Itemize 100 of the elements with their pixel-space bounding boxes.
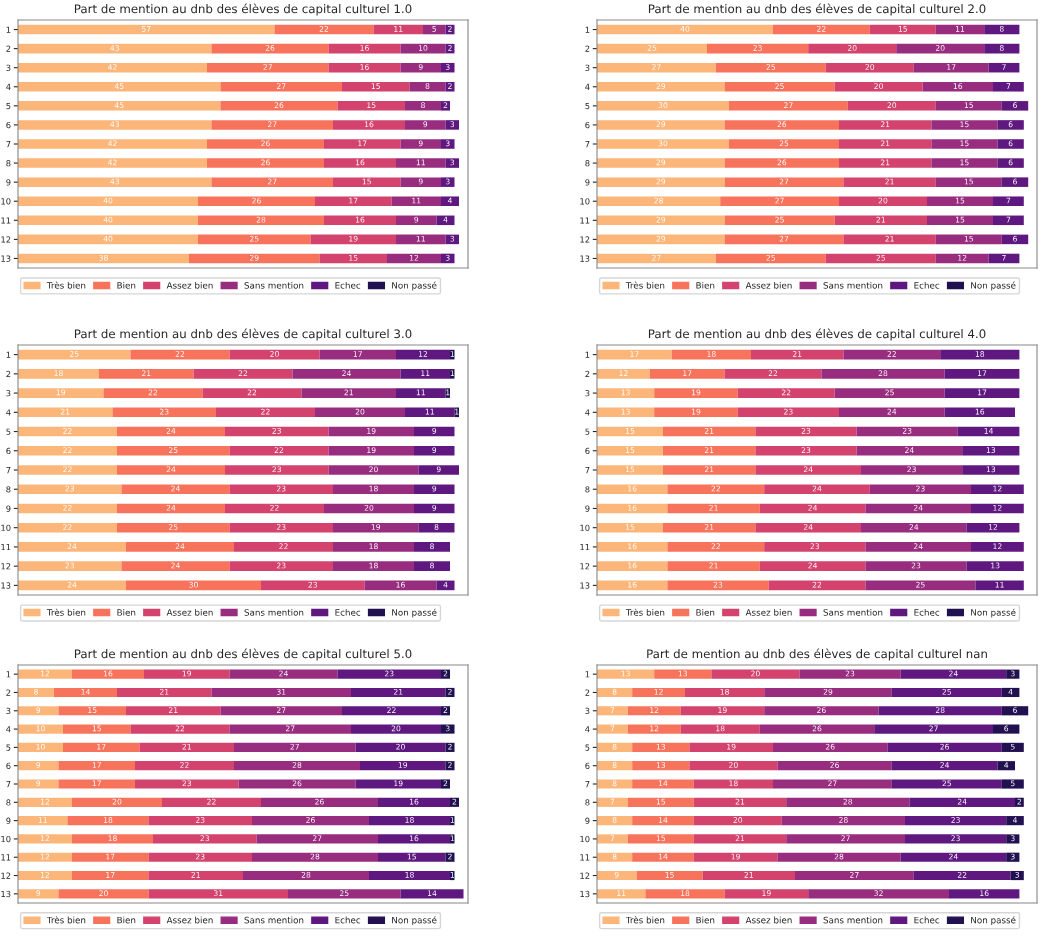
bar — [993, 724, 1020, 734]
bar — [229, 349, 320, 360]
bar — [654, 669, 712, 679]
y-tick-label: 6 — [585, 121, 590, 129]
bar — [148, 889, 288, 899]
legend-label: Non passé — [392, 608, 437, 618]
y-tick-label: 12 — [1, 872, 11, 879]
bar — [58, 761, 135, 771]
bar — [414, 561, 450, 571]
bar — [54, 687, 117, 698]
bar — [18, 797, 72, 807]
bar — [328, 43, 401, 54]
y-tick-label: 1 — [6, 26, 11, 33]
bar — [234, 742, 356, 752]
y-tick-label: 2 — [6, 689, 11, 696]
bar — [414, 426, 455, 437]
bar — [966, 522, 1020, 533]
bar — [333, 522, 419, 533]
legend-label: Sans mention — [823, 916, 883, 924]
bar — [993, 82, 1024, 92]
bar — [729, 101, 848, 111]
bar — [441, 724, 455, 734]
y-tick-label: 4 — [585, 409, 590, 416]
bar — [597, 234, 725, 245]
bar — [117, 687, 212, 698]
bar — [597, 349, 672, 360]
bar — [944, 369, 1020, 379]
bar — [597, 43, 707, 54]
bar — [117, 465, 225, 475]
bar — [18, 62, 207, 73]
bar — [724, 889, 809, 899]
bar — [935, 253, 989, 264]
y-tick-label: 6 — [6, 762, 11, 769]
bar — [405, 120, 446, 130]
y-tick-label: 1 — [585, 351, 590, 358]
bar — [891, 761, 998, 771]
bar — [627, 797, 694, 807]
bar — [378, 797, 450, 807]
bar — [724, 158, 839, 168]
bar — [405, 407, 455, 418]
y-tick-label: 7 — [6, 781, 11, 788]
bar — [1001, 177, 1029, 187]
bar — [724, 177, 844, 187]
bar — [211, 177, 333, 187]
bar — [773, 24, 870, 35]
bar — [689, 761, 778, 771]
bar — [997, 158, 1024, 168]
bar — [632, 687, 685, 698]
bar — [755, 426, 857, 437]
bar — [220, 82, 342, 92]
bar — [821, 369, 945, 379]
bar — [202, 388, 302, 398]
bar — [400, 43, 446, 54]
y-tick-label: 11 — [580, 217, 590, 224]
bar — [636, 870, 703, 881]
bar — [414, 542, 450, 552]
bar — [117, 445, 230, 456]
bar — [597, 852, 633, 862]
bar — [597, 465, 663, 475]
bar — [18, 484, 122, 495]
bar — [445, 158, 459, 168]
bar — [997, 761, 1015, 771]
bar — [324, 158, 396, 168]
bar — [18, 120, 212, 130]
y-tick-label: 7 — [6, 467, 11, 474]
bar — [229, 669, 338, 679]
bar — [63, 742, 140, 752]
bar — [971, 503, 1024, 514]
bar — [839, 120, 932, 130]
bar — [148, 870, 243, 881]
bar — [597, 82, 725, 92]
bar — [396, 158, 446, 168]
bar — [905, 834, 1007, 844]
legend-label: Sans mention — [244, 608, 304, 616]
bar — [238, 779, 356, 789]
bar — [737, 388, 835, 398]
bar — [773, 779, 892, 789]
y-tick-label: 5 — [6, 428, 11, 435]
chart-title: Part de mention au dnb des élèves de capital culturel 3.0 — [74, 328, 412, 341]
y-tick-label: 13 — [580, 582, 590, 589]
bar — [423, 24, 446, 35]
bar — [387, 253, 441, 264]
y-tick-label: 7 — [585, 141, 590, 148]
bar — [971, 542, 1024, 552]
bar — [400, 62, 441, 73]
bar — [632, 742, 690, 752]
bar — [400, 889, 464, 899]
bar — [597, 797, 628, 807]
y-tick-label: 6 — [585, 447, 590, 455]
legend-label: Echec — [335, 281, 361, 289]
bar — [825, 62, 914, 73]
bar — [896, 43, 985, 54]
bar — [693, 852, 778, 862]
bar — [18, 101, 221, 111]
bar — [755, 522, 861, 533]
bar — [198, 215, 324, 226]
bar — [1001, 706, 1029, 716]
y-tick-label: 2 — [585, 689, 590, 696]
bar — [301, 388, 396, 398]
bar — [441, 196, 459, 206]
